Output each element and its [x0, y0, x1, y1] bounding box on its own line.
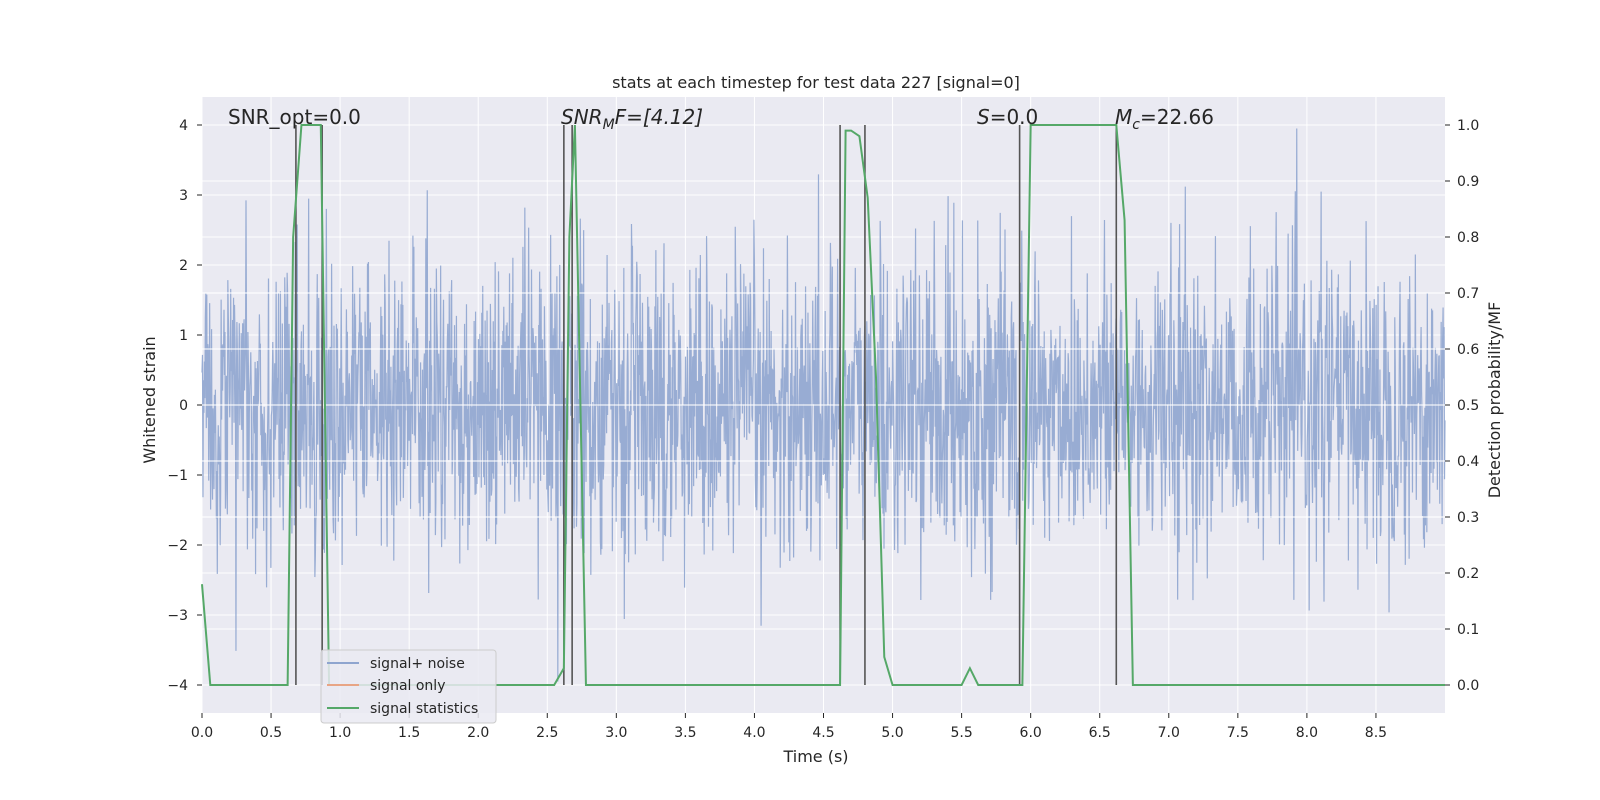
annotation-snr-mf-sub: M	[603, 117, 615, 133]
annotation-mc-sub: c	[1132, 117, 1140, 133]
annotation-mc: Mc=22.66	[1115, 105, 1214, 133]
annotation-s-var: S	[977, 105, 990, 129]
x-axis-label: Time (s)	[782, 747, 848, 766]
y-right-tick-label: 0.3	[1457, 510, 1479, 526]
annotation-snr-mf: SNRMF=[4.12]	[561, 105, 703, 133]
x-tick-label: 8.0	[1296, 725, 1318, 741]
y-right-tick-label: 0.4	[1457, 454, 1479, 470]
y-right-tick-label: 0.6	[1457, 342, 1479, 358]
y-right-tick-label: 0.2	[1457, 566, 1479, 582]
annotation-s-rest: =0.0	[990, 105, 1039, 129]
y-right-tick-label: 0.5	[1457, 398, 1479, 414]
chart-title: stats at each timestep for test data 227…	[612, 73, 1020, 92]
x-tick-label: 8.5	[1365, 725, 1387, 741]
y-left-tick-label: −3	[167, 608, 188, 624]
y-right-tick-label: 0.7	[1457, 286, 1479, 302]
y-left-tick-label: 1	[179, 328, 188, 344]
series-signal-noise	[201, 128, 1446, 682]
y-right-axis-ticks: 0.0 0.1 0.2 0.3 0.4 0.5 0.6 0.7 0.8 0.9 1.0	[1445, 118, 1479, 694]
legend-label-signal-statistics: signal statistics	[370, 701, 478, 717]
y-right-tick-label: 0.0	[1457, 678, 1479, 694]
y-right-tick-label: 0.9	[1457, 174, 1479, 190]
y-left-tick-label: −4	[167, 678, 188, 694]
y-left-tick-label: 2	[179, 258, 188, 274]
x-tick-label: 5.5	[950, 725, 972, 741]
x-tick-label: 5.0	[881, 725, 903, 741]
x-tick-label: 0.5	[260, 725, 282, 741]
y-right-tick-label: 0.8	[1457, 230, 1479, 246]
x-tick-label: 4.0	[743, 725, 765, 741]
x-tick-label: 0.0	[191, 725, 213, 741]
x-tick-label: 7.0	[1158, 725, 1180, 741]
annotation-mc-var: M	[1115, 105, 1132, 129]
y-left-axis-ticks: −4 −3 −2 −1 0 1 2 3 4	[167, 118, 202, 694]
y-left-tick-label: 4	[179, 118, 188, 134]
annotation-s: S=0.0	[977, 105, 1038, 129]
x-tick-label: 1.0	[329, 725, 351, 741]
annotation-snr-opt: SNR_opt=0.0	[228, 105, 361, 129]
x-tick-label: 1.5	[398, 725, 420, 741]
legend-label-signal-only: signal only	[370, 678, 445, 694]
x-tick-label: 2.0	[467, 725, 489, 741]
noise-trace	[201, 128, 1446, 682]
y-left-tick-label: −2	[167, 538, 188, 554]
legend: signal+ noise signal only signal statist…	[320, 649, 497, 724]
annotation-mc-rest: =22.66	[1140, 105, 1214, 129]
annotation-snr-mf-main: SNR	[561, 105, 603, 129]
x-tick-label: 6.0	[1020, 725, 1042, 741]
x-tick-label: 2.5	[536, 725, 558, 741]
y-left-tick-label: 3	[179, 188, 188, 204]
y-left-tick-label: −1	[167, 468, 188, 484]
x-tick-label: 7.5	[1227, 725, 1249, 741]
y-right-tick-label: 1.0	[1457, 118, 1479, 134]
y-right-tick-label: 0.1	[1457, 622, 1479, 638]
legend-label-signal-noise: signal+ noise	[370, 656, 465, 672]
annotation-snr-mf-rest: F=[4.12]	[615, 105, 703, 129]
y-right-axis-label: Detection probability/MF	[1485, 302, 1504, 499]
x-tick-label: 6.5	[1089, 725, 1111, 741]
legend-box	[320, 649, 497, 724]
x-axis-ticks: 0.0 0.5 1.0 1.5 2.0 2.5 3.0 3.5 4.0 4.5 5.0 5.5 6.0 6…	[191, 713, 1387, 741]
y-left-axis-label: Whitened strain	[140, 336, 159, 463]
x-tick-label: 3.5	[674, 725, 696, 741]
series-signal-statistics	[201, 124, 1445, 686]
x-tick-label: 4.5	[812, 725, 834, 741]
y-left-tick-label: 0	[179, 398, 188, 414]
x-tick-label: 3.0	[605, 725, 627, 741]
